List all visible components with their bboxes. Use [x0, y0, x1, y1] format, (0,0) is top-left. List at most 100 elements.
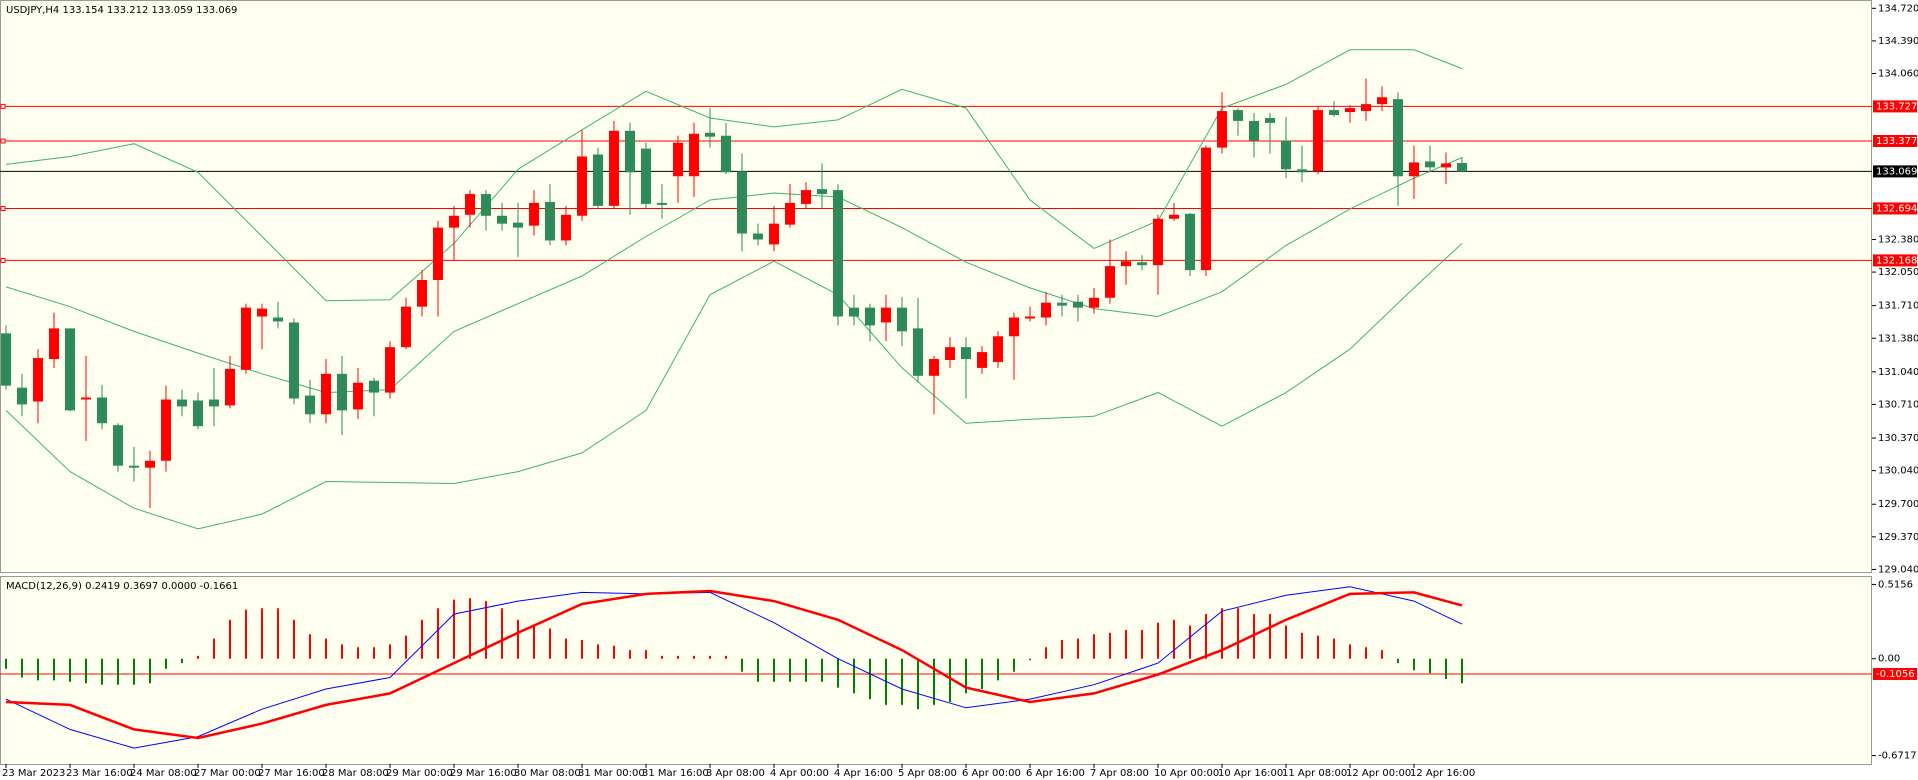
candle-body [369, 380, 379, 393]
price-panel [0, 0, 1872, 573]
candle-body [1361, 104, 1371, 112]
candle-body [1025, 316, 1035, 319]
x-tick-label: 3 Apr 08:00 [706, 768, 765, 779]
x-tick-label: 23 Mar 2023 [2, 768, 65, 779]
candle-body [257, 308, 267, 317]
candle-body [1153, 218, 1163, 266]
x-tick-label: 29 Mar 00:00 [386, 768, 453, 779]
candle-body [289, 322, 299, 399]
candle-body [1137, 262, 1147, 266]
candle-body [785, 202, 795, 225]
candle-body [817, 189, 827, 195]
y-tick-label: 131.710 [1878, 301, 1918, 312]
candle-body [353, 382, 363, 410]
candle-body [1377, 97, 1387, 105]
candle-body [1329, 110, 1339, 116]
candle-body [1265, 117, 1275, 123]
level-label: 133.069 [1876, 166, 1917, 177]
y-tick-label: 134.390 [1878, 36, 1918, 47]
candle-body [1217, 111, 1227, 148]
level-label-box [1873, 202, 1917, 215]
level-label-box [1873, 100, 1917, 113]
candle-body [241, 307, 251, 370]
y-tick-label: 134.060 [1878, 69, 1918, 80]
level-label-box [1873, 254, 1917, 267]
indicator-line [5, 589, 1463, 740]
candle-body [897, 307, 907, 332]
x-tick-label: 31 Mar 16:00 [642, 768, 709, 779]
candle-body [929, 359, 939, 376]
candle-body [497, 215, 507, 224]
y-tick-label: 0.00 [1878, 654, 1900, 665]
candle-body [577, 156, 587, 216]
candle-body [1233, 110, 1243, 121]
y-tick-label: 0.5156 [1878, 579, 1913, 590]
candle-body [1009, 317, 1019, 337]
candle-body [449, 215, 459, 228]
y-tick-label: 129.700 [1878, 499, 1918, 510]
candle-body [337, 373, 347, 411]
level-marker [0, 138, 6, 144]
level-label-box [1873, 134, 1917, 147]
indicator-line [5, 243, 1463, 530]
candle-body [913, 328, 923, 376]
level-label: 132.694 [1876, 203, 1917, 214]
candle-body [1105, 266, 1115, 298]
candle-body [1057, 302, 1067, 306]
y-tick-label: 129.370 [1878, 532, 1918, 543]
candle-body [961, 347, 971, 360]
candle-body [593, 154, 603, 206]
x-tick-label: 6 Apr 00:00 [962, 768, 1021, 779]
candle-body [945, 347, 955, 360]
candle-body [657, 202, 667, 205]
candle-body [1297, 169, 1307, 173]
candle-body [1393, 99, 1403, 177]
panel-title: MACD(12,26,9) 0.2419 0.3697 0.0000 -0.16… [6, 581, 238, 592]
candle-body [1169, 214, 1179, 219]
candle-body [625, 130, 635, 173]
y-tick-label: 129.040 [1878, 564, 1918, 575]
candle-body [1425, 161, 1435, 168]
candle-body [49, 328, 59, 360]
candle-body [305, 395, 315, 415]
x-tick-label: 29 Mar 16:00 [450, 768, 517, 779]
candle-body [417, 279, 427, 307]
level-label: -0.1056 [1876, 669, 1915, 680]
candle-body [737, 171, 747, 234]
y-tick-label: 130.710 [1878, 399, 1918, 410]
panel-title: USDJPY,H4 133.154 133.212 133.059 133.06… [6, 5, 237, 16]
candle-body [145, 460, 155, 468]
candle-body [161, 399, 171, 461]
candle-body [209, 399, 219, 407]
level-marker [0, 205, 6, 211]
x-tick-label: 30 Mar 08:00 [514, 768, 581, 779]
level-marker [0, 103, 6, 109]
x-tick-label: 5 Apr 08:00 [898, 768, 957, 779]
candle-body [1281, 140, 1291, 170]
x-tick-label: 4 Apr 16:00 [834, 768, 893, 779]
y-tick-label: 131.040 [1878, 367, 1918, 378]
x-tick-label: 31 Mar 00:00 [578, 768, 645, 779]
indicator-line [5, 586, 1463, 749]
candle-body [481, 194, 491, 216]
level-label-box [1873, 667, 1917, 680]
candle-body [529, 202, 539, 226]
candle-body [225, 368, 235, 406]
candle-body [977, 352, 987, 368]
candle-body [561, 214, 571, 241]
level-label: 133.377 [1876, 136, 1917, 147]
candle-body [401, 306, 411, 348]
candle-body [465, 194, 475, 215]
candle-body [1313, 110, 1323, 172]
x-tick-label: 6 Apr 16:00 [1026, 768, 1085, 779]
indicator-line [5, 49, 1463, 302]
candle-body [849, 307, 859, 317]
x-tick-label: 28 Mar 08:00 [322, 768, 389, 779]
candle-body [1345, 108, 1355, 113]
y-tick-label: 130.040 [1878, 466, 1918, 477]
y-tick-label: 132.050 [1878, 267, 1918, 278]
candle-body [769, 223, 779, 245]
candle-body [865, 307, 875, 326]
candle-body [97, 397, 107, 424]
candle-body [705, 132, 715, 137]
